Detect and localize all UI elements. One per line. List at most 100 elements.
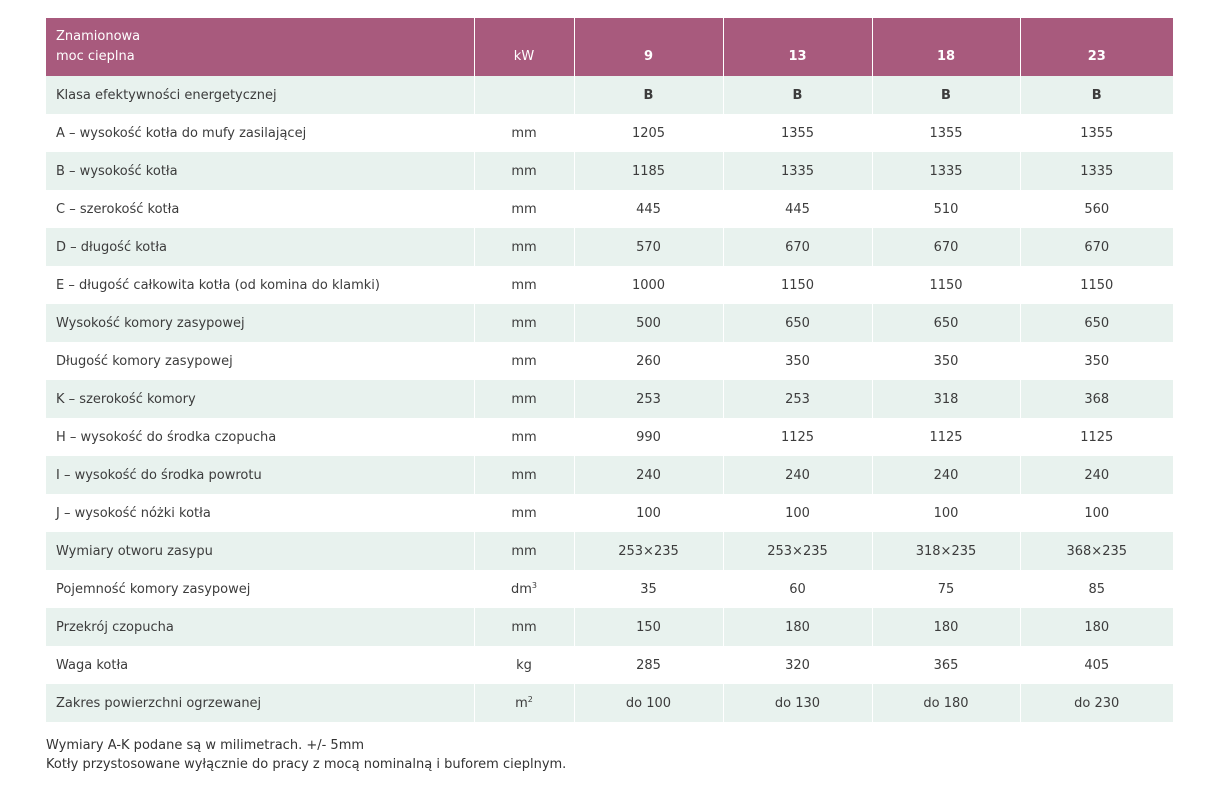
row-value: 990 <box>573 418 723 456</box>
table-row: Klasa efektywności energetycznej B B B B <box>46 76 1173 114</box>
row-unit-text: mm <box>511 429 537 445</box>
table-body: Klasa efektywności energetycznej B B B B A – … <box>46 76 1173 722</box>
row-unit: mm <box>473 228 574 266</box>
row-value: 650 <box>1019 304 1173 342</box>
row-unit: m2 <box>473 684 574 722</box>
row-unit-text: mm <box>511 315 537 331</box>
row-label: D – długość kotła <box>46 228 474 266</box>
table-row: Przekrój czopucha mm 150 180 180 180 <box>46 608 1173 646</box>
row-value: 670 <box>871 228 1020 266</box>
row-unit-text: mm <box>511 277 537 293</box>
row-value: 253 <box>573 380 723 418</box>
row-value: 75 <box>871 570 1020 608</box>
row-unit: mm <box>473 494 574 532</box>
row-value: 1355 <box>1019 114 1173 152</box>
table-row: D – długość kotła mm 570 670 670 670 <box>46 228 1173 266</box>
row-value: 100 <box>722 494 872 532</box>
row-unit: mm <box>473 418 574 456</box>
row-value: 260 <box>573 342 723 380</box>
row-unit: kg <box>473 646 574 684</box>
row-value: 1125 <box>722 418 872 456</box>
row-label: I – wysokość do środka powrotu <box>46 456 474 494</box>
row-value: 350 <box>1019 342 1173 380</box>
row-value: 1335 <box>722 152 872 190</box>
table-row: H – wysokość do środka czopucha mm 990 1125… <box>46 418 1173 456</box>
row-unit: mm <box>473 266 574 304</box>
row-value: 253×235 <box>722 532 872 570</box>
row-unit-text: kg <box>516 657 532 673</box>
row-value: 240 <box>722 456 872 494</box>
row-value: 500 <box>573 304 723 342</box>
note-tolerance: Wymiary A-K podane są w milimetrach. +/-… <box>46 738 365 753</box>
row-unit: mm <box>473 380 574 418</box>
table-header-row: Znamionowa moc cieplna kW 9 13 18 23 <box>46 18 1173 76</box>
row-value: 445 <box>722 190 872 228</box>
row-unit-text: mm <box>511 391 537 407</box>
table-row: B – wysokość kotła mm 1185 1335 1335 1335 <box>46 152 1173 190</box>
row-value: 100 <box>1019 494 1173 532</box>
row-value: 570 <box>573 228 723 266</box>
row-label: Wymiary otworu zasypu <box>46 532 474 570</box>
row-value: 60 <box>722 570 872 608</box>
row-unit-text: mm <box>511 239 537 255</box>
row-value: 240 <box>573 456 723 494</box>
row-value: 1125 <box>871 418 1020 456</box>
header-power-13: 13 <box>722 18 872 76</box>
row-label: K – szerokość komory <box>46 380 474 418</box>
row-label: B – wysokość kotła <box>46 152 474 190</box>
row-label: Pojemność komory zasypowej <box>46 570 474 608</box>
table-row: I – wysokość do środka powrotu mm 240 240 24… <box>46 456 1173 494</box>
row-unit-text: mm <box>511 201 537 217</box>
row-value: 1150 <box>1019 266 1173 304</box>
row-unit: mm <box>473 190 574 228</box>
row-value: do 130 <box>722 684 872 722</box>
row-label: Przekrój czopucha <box>46 608 474 646</box>
row-unit: dm3 <box>473 570 574 608</box>
row-value: 350 <box>871 342 1020 380</box>
row-unit-text: mm <box>511 125 537 141</box>
row-unit-text: mm <box>511 543 537 559</box>
row-value: 368 <box>1019 380 1173 418</box>
row-value: 350 <box>722 342 872 380</box>
row-value: 670 <box>722 228 872 266</box>
header-label-cell: Znamionowa moc cieplna <box>46 18 474 76</box>
row-value: 1335 <box>1019 152 1173 190</box>
row-unit-text: mm <box>511 505 537 521</box>
row-unit-text: m <box>515 696 528 711</box>
header-unit-cell: kW <box>473 18 574 76</box>
table-row: Wysokość komory zasypowej mm 500 650 650 650 <box>46 304 1173 342</box>
header-power-23: 23 <box>1019 18 1173 76</box>
row-unit-text: mm <box>511 163 537 179</box>
row-value: 560 <box>1019 190 1173 228</box>
table-row: E – długość całkowita kotła (od komina d… <box>46 266 1173 304</box>
row-value: 253×235 <box>573 532 723 570</box>
row-value: 1205 <box>573 114 723 152</box>
row-value: 35 <box>573 570 723 608</box>
row-unit-superscript: 2 <box>527 695 533 704</box>
table-row: C – szerokość kotła mm 445 445 510 560 <box>46 190 1173 228</box>
row-value: 510 <box>871 190 1020 228</box>
row-value: do 230 <box>1019 684 1173 722</box>
row-value: 1335 <box>871 152 1020 190</box>
row-value: 180 <box>871 608 1020 646</box>
note-usage: Kotły przystosowane wyłącznie do pracy z… <box>46 757 567 772</box>
table-row: Długość komory zasypowej mm 260 350 350 350 <box>46 342 1173 380</box>
row-value: B <box>871 76 1020 114</box>
row-value: 100 <box>573 494 723 532</box>
row-unit: mm <box>473 608 574 646</box>
row-value: 670 <box>1019 228 1173 266</box>
row-value: 650 <box>871 304 1020 342</box>
row-label: H – wysokość do środka czopucha <box>46 418 474 456</box>
table-row: Pojemność komory zasypowej dm3 35 60 75 85 <box>46 570 1173 608</box>
row-value: B <box>722 76 872 114</box>
row-label: C – szerokość kotła <box>46 190 474 228</box>
boiler-spec-table: Znamionowa moc cieplna kW 9 13 18 23 Kla… <box>46 18 1173 722</box>
row-value: 1125 <box>1019 418 1173 456</box>
header-label-line2: moc cieplna <box>56 49 135 64</box>
row-value: 365 <box>871 646 1020 684</box>
row-label: Zakres powierzchni ogrzewanej <box>46 684 474 722</box>
header-label-line1: Znamionowa <box>56 29 141 44</box>
row-value: 100 <box>871 494 1020 532</box>
row-unit-text: dm <box>510 582 532 597</box>
row-value: 368×235 <box>1019 532 1173 570</box>
